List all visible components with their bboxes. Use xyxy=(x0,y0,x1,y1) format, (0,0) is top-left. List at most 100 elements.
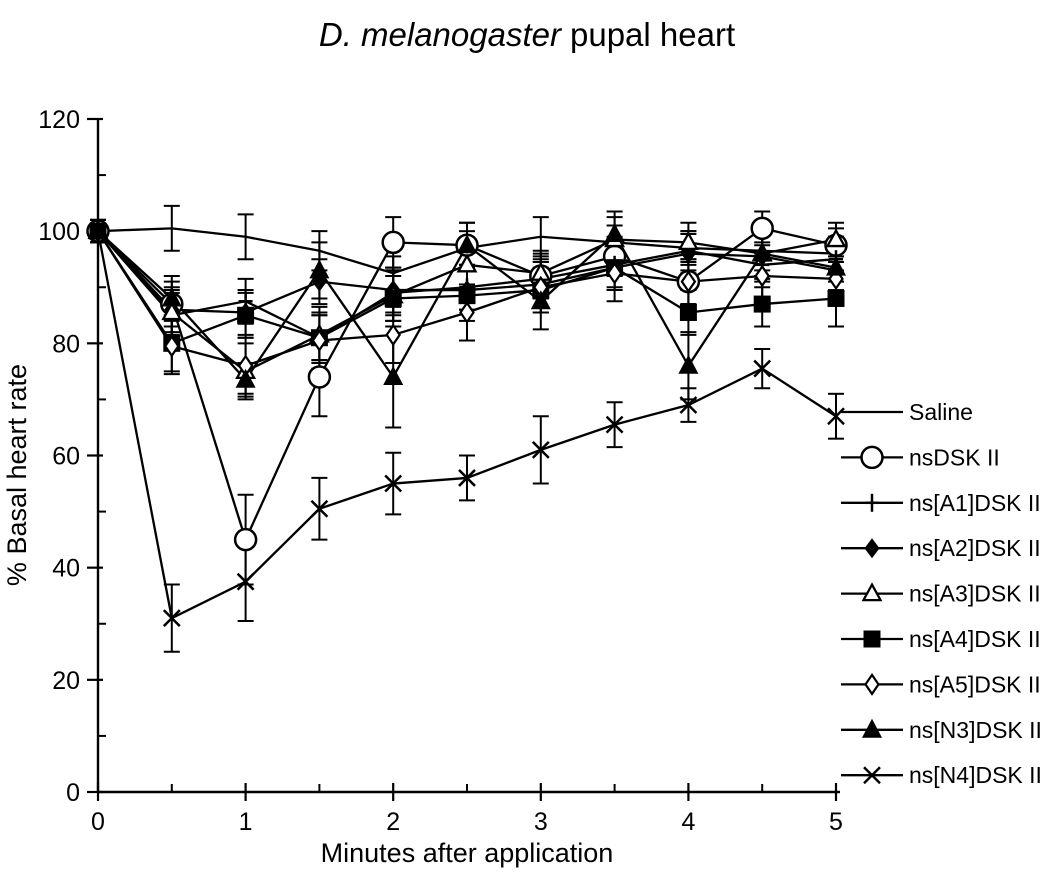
data-point xyxy=(385,323,402,347)
y-tick-label: 0 xyxy=(66,779,80,807)
triangle-filled-marker xyxy=(530,290,551,310)
y-tick-label: 20 xyxy=(52,667,80,695)
legend-item-saline: Saline xyxy=(841,399,973,425)
data-point xyxy=(605,415,624,434)
diamond-open-marker xyxy=(163,334,180,358)
legend-label: ns[A4]DSK II xyxy=(909,626,1041,652)
legend-label: ns[A3]DSK II xyxy=(909,581,1041,607)
square-filled-marker xyxy=(237,306,255,324)
legend-marker xyxy=(862,718,882,738)
triangle-filled-marker xyxy=(309,259,330,279)
legend-item-nsdsk-ii: nsDSK II xyxy=(841,444,1000,470)
legend: Saline nsDSK II ns[A1]DSK II ns[A2]DSK II ns… xyxy=(841,399,1042,788)
plot-area xyxy=(86,204,848,653)
legend-label: Saline xyxy=(909,399,973,425)
x-marker xyxy=(863,766,881,785)
legend-label: ns[N3]DSK II xyxy=(909,717,1042,743)
legend-label: ns[N4]DSK II xyxy=(909,762,1042,788)
x-marker xyxy=(679,396,698,414)
legend-item-ns-n3-dsk-ii: ns[N3]DSK II xyxy=(841,717,1042,743)
data-point xyxy=(531,441,550,459)
data-point xyxy=(161,301,183,321)
y-axis-title: % Basal heart rate xyxy=(2,364,32,586)
diamond-open-marker xyxy=(606,261,623,285)
legend-marker xyxy=(865,493,879,512)
data-point xyxy=(678,354,699,374)
y-tick-label: 100 xyxy=(38,218,80,246)
diamond-open-marker xyxy=(385,323,402,347)
square-filled-marker xyxy=(679,303,697,321)
chart-title-rest: pupal heart xyxy=(570,16,735,53)
legend-item-ns-n4-dsk-ii: ns[N4]DSK II xyxy=(841,762,1042,788)
data-point xyxy=(89,222,107,241)
square-filled-marker xyxy=(753,295,771,313)
triangle-filled-marker xyxy=(457,234,477,254)
legend-marker xyxy=(864,672,880,696)
diamond-open-marker xyxy=(459,301,475,324)
triangle-filled-marker xyxy=(383,365,404,385)
series-ns-n4-dsk-ii-markers xyxy=(89,222,845,628)
chart-title: D. melanogaster pupal heart xyxy=(319,16,735,53)
data-point xyxy=(458,469,476,487)
data-point xyxy=(381,230,405,255)
series-ns-n3-dsk-ii-markers xyxy=(88,220,846,388)
data-point xyxy=(679,396,698,414)
data-point xyxy=(163,334,180,358)
triangle-filled-marker xyxy=(826,256,846,276)
y-tick-label: 60 xyxy=(52,443,80,471)
triangle-filled-marker xyxy=(235,368,256,388)
data-point xyxy=(307,365,332,389)
data-point xyxy=(680,270,697,294)
triangle-filled-marker xyxy=(161,287,182,307)
legend-item-ns-a4-dsk-ii: ns[A4]DSK II xyxy=(841,626,1041,652)
diamond-open-marker xyxy=(680,270,697,294)
diamond-open-marker xyxy=(311,329,328,352)
legend-item-ns-a1-dsk-ii: ns[A1]DSK II xyxy=(841,490,1041,516)
x-marker xyxy=(310,499,329,518)
data-point xyxy=(162,609,181,628)
triangle-filled-marker xyxy=(604,222,625,242)
triangle-open-marker xyxy=(456,253,478,273)
square-filled-marker xyxy=(384,289,402,307)
legend-marker xyxy=(861,582,883,602)
x-tick-label: 5 xyxy=(829,808,843,836)
x-marker xyxy=(236,572,255,591)
data-point xyxy=(754,264,771,288)
legend-item-ns-a5-dsk-ii: ns[A5]DSK II xyxy=(841,671,1041,697)
x-tick-label: 4 xyxy=(681,808,695,836)
x-marker xyxy=(384,474,403,493)
chart-title-species: D. melanogaster xyxy=(319,16,563,53)
legend-item-ns-a3-dsk-ii: ns[A3]DSK II xyxy=(841,581,1041,607)
data-point xyxy=(677,230,699,251)
data-point xyxy=(679,303,697,321)
x-marker xyxy=(458,469,476,487)
data-point xyxy=(237,306,255,324)
diamond-open-marker xyxy=(864,672,880,696)
x-marker xyxy=(531,441,550,459)
legend-label: ns[A1]DSK II xyxy=(909,490,1041,516)
triangle-filled-marker xyxy=(678,354,699,374)
legend-label: nsDSK II xyxy=(909,444,1000,470)
data-point xyxy=(383,365,404,385)
data-point xyxy=(233,527,258,552)
data-point xyxy=(753,295,771,313)
triangle-filled-marker xyxy=(752,242,773,262)
data-point xyxy=(530,290,551,310)
x-marker xyxy=(162,609,181,628)
data-point xyxy=(311,329,328,352)
x-tick-label: 2 xyxy=(386,808,400,836)
legend-marker xyxy=(863,630,881,648)
data-point xyxy=(750,216,774,241)
data-point xyxy=(384,474,403,493)
data-point xyxy=(161,287,182,307)
data-point xyxy=(458,287,476,305)
triangle-open-marker xyxy=(677,230,699,251)
x-marker xyxy=(605,415,624,434)
legend-label: ns[A2]DSK II xyxy=(909,535,1041,561)
data-point xyxy=(310,499,329,518)
legend-item-ns-a2-dsk-ii: ns[A2]DSK II xyxy=(841,535,1041,561)
square-filled-marker xyxy=(863,630,881,648)
y-tick-label: 40 xyxy=(52,555,80,583)
data-point xyxy=(753,359,772,378)
